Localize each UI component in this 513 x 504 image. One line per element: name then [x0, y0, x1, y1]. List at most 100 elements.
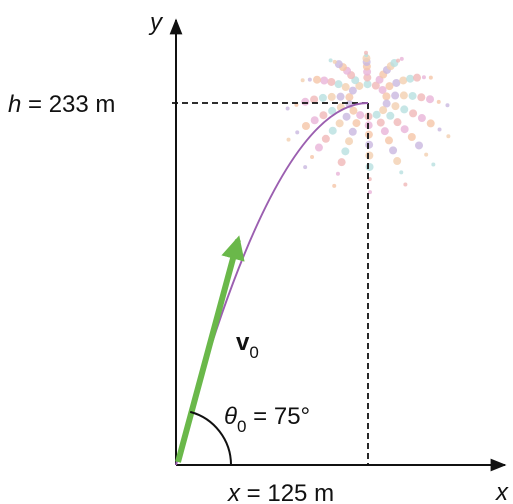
range-symbol: x	[227, 480, 241, 504]
firework-dot	[320, 76, 329, 85]
firework-dot	[424, 152, 429, 157]
firework-dot	[327, 77, 336, 86]
velocity-label: v0	[236, 329, 259, 362]
angle-arc	[189, 410, 232, 466]
firework-dot	[391, 102, 400, 111]
angle-text: = 75°	[247, 403, 311, 430]
firework-dot	[332, 183, 337, 188]
firework-dot	[446, 134, 451, 139]
firework	[285, 50, 451, 195]
firework-dot	[363, 73, 372, 82]
firework-dot	[386, 111, 395, 120]
firework-dot	[396, 58, 401, 63]
firework-dot	[391, 91, 400, 100]
firework-dot	[348, 127, 357, 136]
velocity-vector	[175, 235, 245, 463]
firework-dot	[399, 76, 408, 85]
firework-dot	[286, 137, 291, 142]
firework-dot	[318, 93, 327, 102]
firework-dot	[365, 162, 374, 171]
firework-dot	[352, 119, 361, 128]
firework-dot	[378, 85, 387, 94]
firework-dot	[431, 162, 436, 167]
firework-dot	[356, 111, 365, 120]
firework-dot	[382, 99, 391, 108]
angle-symbol: θ	[224, 403, 237, 430]
firework-dot	[389, 146, 398, 155]
firework-dot	[368, 190, 373, 195]
firework-dot	[409, 109, 418, 118]
firework-dot	[400, 125, 409, 134]
firework-dot	[363, 50, 368, 55]
firework-dot	[342, 112, 351, 121]
firework-dot	[313, 75, 322, 84]
velocity-subscript: 0	[249, 343, 258, 362]
firework-dot	[321, 134, 330, 143]
firework-dot	[413, 73, 422, 82]
firework-dot	[334, 60, 343, 69]
firework-dot	[399, 170, 404, 175]
firework-dot	[376, 118, 385, 127]
firework-dot	[414, 141, 423, 150]
firework-dot	[379, 106, 388, 115]
angle-label: θ0 = 75°	[224, 403, 310, 436]
firework-dot	[417, 114, 426, 123]
firework-dot	[428, 75, 433, 80]
firework-dot	[335, 171, 340, 176]
firework-dot	[371, 81, 380, 90]
firework-dot	[400, 105, 409, 114]
firework-dot	[393, 118, 402, 127]
firework-dot	[303, 165, 308, 170]
height-label: h = 233 m	[8, 91, 115, 118]
firework-dot	[301, 121, 310, 130]
firework-dot	[437, 127, 442, 132]
firework-dot	[408, 91, 417, 100]
firework-dot	[382, 92, 391, 101]
firework-dot	[314, 143, 323, 152]
angle-subscript: 0	[237, 417, 246, 436]
firework-dot	[403, 182, 408, 187]
range-label: x = 125 m	[227, 480, 334, 504]
firework-dot	[365, 140, 374, 149]
firework-dot	[445, 103, 450, 108]
firework-dot	[335, 119, 344, 128]
firework-dot	[310, 95, 319, 104]
firework-dot	[349, 106, 358, 115]
firework-dot	[365, 151, 374, 160]
firework-dot	[285, 106, 290, 111]
firework-dot	[300, 78, 305, 83]
range-text: = 125 m	[240, 480, 334, 504]
firework-dot	[345, 93, 354, 102]
firework-dot	[301, 97, 310, 106]
firework-dot	[334, 80, 343, 89]
firework-dot	[426, 95, 435, 104]
firework-dot	[362, 54, 371, 63]
firework-dot	[332, 59, 337, 64]
firework-dot	[348, 86, 357, 95]
firework-dot	[328, 106, 337, 115]
firework-dot	[310, 116, 319, 125]
firework-dot	[399, 91, 408, 100]
firework-dot	[392, 78, 401, 87]
firework-dot	[380, 127, 389, 136]
firework-dot	[336, 92, 345, 101]
firework-dot	[328, 58, 333, 63]
firework-dot	[436, 99, 441, 104]
x-axis-label: x	[495, 479, 509, 504]
firework-dot	[406, 74, 415, 83]
firework-dot	[341, 147, 350, 156]
firework-dot	[393, 157, 402, 166]
firework-dot	[407, 132, 416, 141]
firework-dot	[337, 158, 346, 167]
firework-dot	[345, 137, 354, 146]
y-axis-label: y	[148, 9, 164, 36]
height-symbol: h	[8, 91, 21, 118]
firework-dot	[341, 83, 350, 92]
firework-dot	[295, 130, 300, 135]
firework-dot	[328, 126, 337, 135]
firework-dot	[417, 93, 426, 102]
firework-dot	[399, 56, 404, 61]
height-text: = 233 m	[21, 91, 115, 118]
firework-dot	[310, 155, 315, 160]
